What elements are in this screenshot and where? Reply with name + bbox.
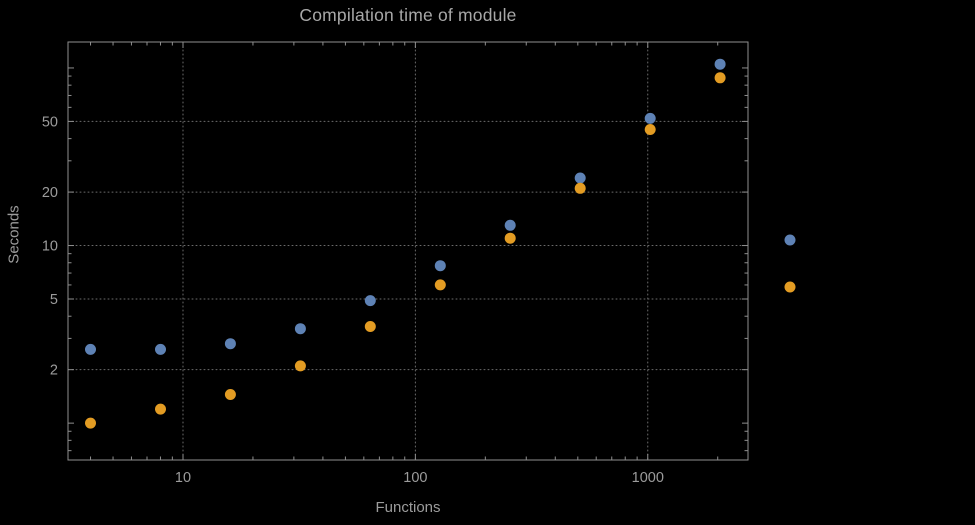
- chart-title: Compilation time of module: [299, 5, 517, 25]
- data-point: [434, 260, 446, 272]
- x-tick-label: 100: [403, 470, 427, 486]
- data-point: [574, 182, 586, 194]
- plot-frame: [67, 41, 749, 461]
- gridlines: [67, 41, 749, 461]
- legend-marker: [784, 281, 796, 293]
- data-point: [574, 172, 586, 184]
- data-point: [714, 58, 726, 70]
- data-point: [504, 219, 516, 231]
- series-2: [85, 72, 726, 429]
- data-point: [504, 232, 516, 244]
- data-point: [714, 72, 726, 84]
- y-tick-label: 50: [42, 114, 58, 130]
- legend: [784, 234, 796, 293]
- data-points: [85, 58, 726, 429]
- data-point: [644, 112, 656, 124]
- y-tick-label: 5: [50, 292, 58, 308]
- y-tick-label: 10: [42, 239, 58, 255]
- data-point: [85, 417, 96, 429]
- data-point: [155, 343, 166, 355]
- data-point: [224, 338, 236, 350]
- data-point: [644, 124, 656, 135]
- x-axis-label: Functions: [375, 499, 441, 516]
- y-axis-label: Seconds: [5, 205, 23, 264]
- y-tick-label: 20: [42, 185, 58, 201]
- legend-marker: [784, 234, 796, 246]
- data-point: [434, 279, 446, 291]
- data-point: [294, 323, 306, 335]
- data-point: [364, 321, 376, 332]
- data-point: [85, 343, 96, 355]
- x-tick-label: 1000: [632, 470, 664, 486]
- y-tick-label: 2: [50, 363, 58, 379]
- x-tick-label: 10: [175, 470, 191, 486]
- data-point: [294, 360, 306, 372]
- tick-marks: [68, 42, 748, 460]
- tick-labels: 10 100 1000 2 5 10 20 50: [42, 114, 664, 486]
- series-1: [85, 58, 726, 355]
- data-point: [155, 403, 166, 415]
- data-point: [364, 295, 376, 307]
- data-point: [224, 389, 236, 400]
